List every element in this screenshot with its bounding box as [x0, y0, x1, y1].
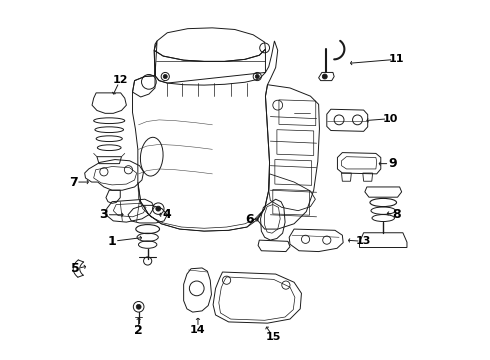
- Text: 5: 5: [71, 262, 80, 275]
- Text: 7: 7: [69, 176, 77, 189]
- Text: 14: 14: [190, 325, 206, 335]
- Text: 9: 9: [388, 157, 396, 170]
- Circle shape: [136, 304, 141, 309]
- Text: 6: 6: [245, 213, 253, 226]
- Circle shape: [156, 206, 161, 211]
- Circle shape: [255, 75, 259, 78]
- Text: 3: 3: [99, 208, 108, 221]
- Text: 2: 2: [134, 324, 143, 337]
- Text: 8: 8: [392, 208, 401, 221]
- Text: 12: 12: [113, 75, 128, 85]
- Text: 4: 4: [163, 208, 172, 221]
- Text: 13: 13: [356, 237, 371, 246]
- Circle shape: [322, 74, 327, 79]
- Text: 1: 1: [108, 235, 117, 248]
- Text: 15: 15: [266, 333, 281, 342]
- Text: 10: 10: [383, 114, 398, 123]
- Text: 11: 11: [389, 54, 404, 64]
- Circle shape: [163, 75, 167, 78]
